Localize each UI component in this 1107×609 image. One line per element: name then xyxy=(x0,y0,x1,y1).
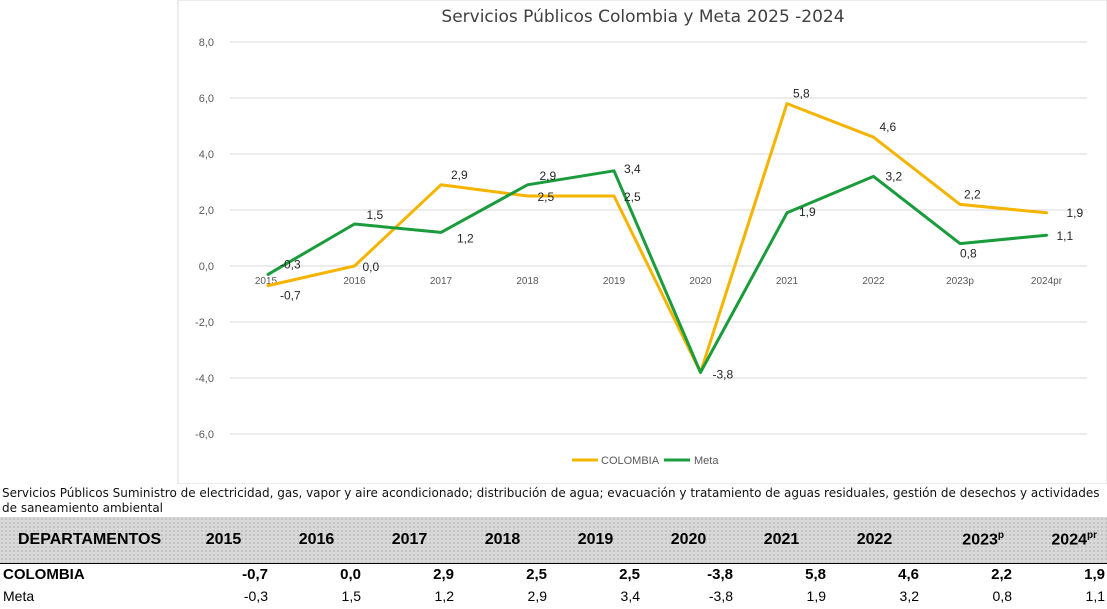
colombia-data-label: 2,5 xyxy=(624,190,641,204)
chart-title: Servicios Públicos Colombia y Meta 2025 … xyxy=(441,7,844,27)
header-year: 2023p xyxy=(921,517,1014,563)
table-cell: 3,2 xyxy=(899,588,919,604)
row-name: COLOMBIA xyxy=(0,562,177,585)
table-body: COLOMBIA -0,7 0,0 2,9 2,5 2,5 -3,8 5,8 4,6 2,2 1,9… xyxy=(0,562,1107,607)
x-tick-label: 2015 xyxy=(255,276,278,287)
colombia-data-label: 2,9 xyxy=(451,168,468,182)
header-year-text: 2019 xyxy=(577,530,614,548)
table-cell: 1,9 xyxy=(1014,562,1107,585)
colombia-data-label: 5,8 xyxy=(793,87,810,101)
data-table-wrap: DEPARTAMENTOS 2015 2016 2017 2018 2019 2020 20… xyxy=(0,517,1107,609)
chart-area: 8,0 6,0 4,0 2,0 0,0 -2,0 -4,0 -6,0 Servicios Púb… xyxy=(177,0,1107,484)
meta-data-label: 1,9 xyxy=(799,205,816,219)
x-tick-label: 2022 xyxy=(862,276,885,287)
x-tick-label: 2020 xyxy=(689,276,712,287)
y-tick-label: 8,0 xyxy=(199,37,214,49)
table-cell: -3,8 xyxy=(708,588,733,604)
line-chart: 8,0 6,0 4,0 2,0 0,0 -2,0 -4,0 -6,0 Servicios Púb… xyxy=(177,0,1107,484)
header-year: 2015 xyxy=(177,517,270,563)
table-cell: 1,2 xyxy=(434,588,454,604)
y-tick-label: 4,0 xyxy=(199,149,214,161)
meta-data-label: -3,8 xyxy=(713,367,734,381)
colombia-data-label: 2,2 xyxy=(964,187,981,201)
y-tick-label: 0,0 xyxy=(199,261,214,273)
table-cell: 1,1 xyxy=(1085,588,1105,604)
y-tick-label: -2,0 xyxy=(195,317,214,329)
table-cell: 4,6 xyxy=(828,562,921,585)
y-tick-label: 2,0 xyxy=(199,205,214,217)
x-tick-label: 2017 xyxy=(430,276,453,287)
colombia-data-label: -0,7 xyxy=(280,289,301,303)
table-row: Meta -0,3 1,5 1,2 2,9 3,4 -3,8 1,9 3,2 0,8 1,1 xyxy=(0,585,1107,607)
header-year-text: 2017 xyxy=(391,530,428,548)
meta-data-label: 0,8 xyxy=(960,247,977,261)
row-name: Meta xyxy=(3,588,35,604)
table-cell: 0,0 xyxy=(270,562,363,585)
table-cell: 2,9 xyxy=(363,562,456,585)
header-year-text: 2024 xyxy=(1051,531,1087,549)
x-tick-label: 2016 xyxy=(343,276,366,287)
header-year-text: 2020 xyxy=(670,530,707,548)
header-year-text: 2021 xyxy=(763,530,800,548)
table-row: COLOMBIA -0,7 0,0 2,9 2,5 2,5 -3,8 5,8 4,6 2,2 1,9 xyxy=(0,562,1107,585)
header-year: 2022 xyxy=(828,517,921,563)
table-cell: 2,9 xyxy=(527,588,547,604)
x-tick-label: 2023p xyxy=(946,276,974,287)
table-cell: 3,4 xyxy=(620,588,640,604)
x-tick-label: 2019 xyxy=(603,276,626,287)
colombia-data-label: 2,5 xyxy=(538,190,555,204)
table-cell: 1,9 xyxy=(806,588,826,604)
header-year-text: 2023 xyxy=(962,531,998,549)
table-cell: 2,5 xyxy=(549,562,642,585)
table-cell: 0,8 xyxy=(992,588,1012,604)
meta-series-line xyxy=(266,169,1048,374)
table-cell: -0,3 xyxy=(243,588,268,604)
header-year-text: 2018 xyxy=(484,530,521,548)
x-tick-label: 2024pr xyxy=(1031,276,1063,287)
y-tick-label: -6,0 xyxy=(195,429,214,441)
header-year-superscript: p xyxy=(997,530,1004,542)
header-year: 2018 xyxy=(456,517,549,563)
header-year: 2016 xyxy=(270,517,363,563)
header-year: 2017 xyxy=(363,517,456,563)
meta-data-label: 2,9 xyxy=(540,169,557,183)
colombia-data-label: 0,0 xyxy=(363,260,380,274)
table-header-row: DEPARTAMENTOS 2015 2016 2017 2018 2019 2020 20… xyxy=(0,517,1107,563)
table-cell: 2,2 xyxy=(921,562,1014,585)
plot-frame xyxy=(177,0,1107,484)
legend-label-meta: Meta xyxy=(694,455,719,467)
legend-label-colombia: COLOMBIA xyxy=(601,455,660,467)
table-cell: -3,8 xyxy=(642,562,735,585)
header-year: 2021 xyxy=(735,517,828,563)
colombia-data-label: 4,6 xyxy=(880,120,897,134)
colombia-series-line xyxy=(266,102,1048,374)
meta-data-label: 1,1 xyxy=(1057,229,1074,243)
table-cell: -0,7 xyxy=(177,562,270,585)
header-year-text: 2015 xyxy=(205,530,242,548)
x-tick-label: 2018 xyxy=(516,276,539,287)
meta-data-label: -0,3 xyxy=(280,257,301,271)
header-year: 2024pr xyxy=(1014,517,1107,563)
table-cell: 2,5 xyxy=(456,562,549,585)
table-cell: 5,8 xyxy=(735,562,828,585)
y-tick-label: -4,0 xyxy=(195,373,214,385)
meta-data-label: 3,4 xyxy=(624,162,641,176)
meta-data-label: 1,2 xyxy=(457,231,474,245)
header-departamentos: DEPARTAMENTOS xyxy=(18,530,162,548)
chart-description: Servicios Públicos Suministro de electri… xyxy=(2,486,1100,515)
x-tick-label: 2021 xyxy=(776,276,799,287)
header-year: 2019 xyxy=(549,517,642,563)
data-table: DEPARTAMENTOS 2015 2016 2017 2018 2019 2020 20… xyxy=(0,517,1107,607)
colombia-data-label: 1,9 xyxy=(1067,206,1084,220)
meta-data-label: 1,5 xyxy=(367,208,384,222)
header-year: 2020 xyxy=(642,517,735,563)
header-year-text: 2016 xyxy=(298,530,335,548)
header-year-text: 2022 xyxy=(856,530,893,548)
table-cell: 1,5 xyxy=(341,588,361,604)
y-tick-label: 6,0 xyxy=(199,93,214,105)
header-year-superscript: pr xyxy=(1087,530,1097,542)
meta-data-label: 3,2 xyxy=(886,169,903,183)
